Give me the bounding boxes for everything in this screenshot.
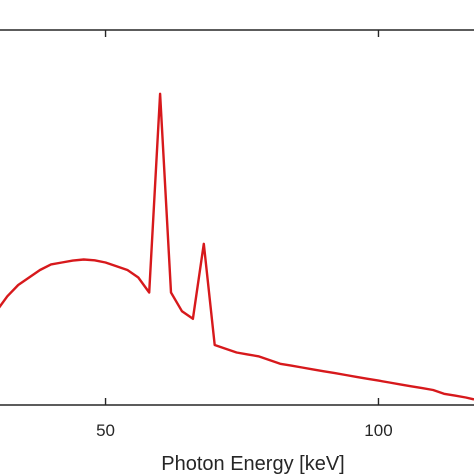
series-line xyxy=(0,92,474,401)
x-tick-label: 50 xyxy=(96,421,115,440)
x-ticks: 50 100 xyxy=(96,30,393,440)
x-tick-label: 100 xyxy=(364,421,392,440)
x-axis-title: Photon Energy [keV] xyxy=(161,453,344,474)
axes xyxy=(0,29,474,406)
series-layer xyxy=(0,92,474,401)
